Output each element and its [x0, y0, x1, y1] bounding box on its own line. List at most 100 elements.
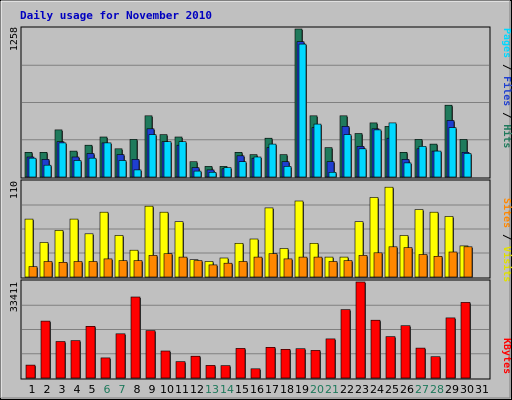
chart-title: Daily usage for November 2010	[20, 9, 212, 22]
pages-bar	[373, 129, 382, 178]
sites-bar	[358, 255, 368, 278]
sites-bar	[253, 256, 263, 278]
legend-mid: Sites / Visits	[501, 198, 512, 282]
kbytes-bar	[445, 317, 456, 379]
bars-top	[24, 28, 472, 179]
pages-bar	[163, 141, 172, 178]
sites-bar	[88, 261, 98, 278]
pages-bar	[193, 170, 202, 178]
day-label: 21	[325, 383, 339, 396]
sites-bar	[328, 261, 338, 278]
grid-bottom	[22, 304, 489, 355]
ymax-mid: 110	[9, 181, 20, 199]
sites-bar	[178, 256, 188, 278]
pages-bar	[118, 160, 127, 178]
kbytes-bar	[145, 330, 156, 379]
day-label: 11	[175, 383, 189, 396]
kbytes-bar	[250, 368, 261, 379]
sites-bar	[238, 261, 248, 278]
pages-bar	[133, 169, 142, 178]
day-label: 16	[250, 383, 264, 396]
pages-bar	[313, 123, 322, 178]
day-axis: 1 2 3 4 5 6 7 8 9 10 11 12 13 14 15 16 17 18 19 20 21 22 23 24 2…	[29, 383, 490, 396]
day-label: 13	[205, 383, 219, 396]
pages-bar	[148, 134, 157, 178]
pages-bar	[103, 142, 112, 178]
kbytes-bar	[355, 281, 366, 379]
day-label: 18	[280, 383, 294, 396]
pages-bar	[268, 143, 277, 178]
pages-bar	[358, 148, 367, 178]
day-label: 5	[89, 383, 96, 396]
kbytes-bar	[130, 296, 141, 379]
day-label: 28	[430, 383, 444, 396]
legend-sep-1: /	[501, 58, 512, 76]
kbytes-bar	[205, 365, 216, 379]
legend-files: Files	[501, 76, 512, 106]
pages-bar	[58, 142, 67, 178]
kbytes-bar	[295, 348, 306, 379]
day-label: 25	[385, 383, 399, 396]
legend-bottom: KBytes	[501, 338, 512, 374]
legend-visits: Visits	[501, 246, 512, 282]
day-label: 6	[104, 383, 111, 396]
legend-sites: Sites	[501, 198, 512, 228]
legend-kbytes: KBytes	[501, 338, 512, 374]
sites-bar	[28, 266, 38, 278]
pages-bar	[238, 161, 247, 178]
pages-bar	[88, 157, 97, 178]
pages-bar	[43, 164, 52, 178]
pages-bar	[178, 141, 187, 178]
sites-bar	[463, 246, 473, 278]
kbytes-bar	[400, 325, 411, 379]
sites-bar	[313, 256, 323, 278]
kbytes-bar	[70, 340, 81, 379]
panel-top: 1258 Pages / Files / Hits	[9, 26, 512, 179]
day-label: 26	[400, 383, 414, 396]
bars-bottom	[25, 281, 471, 379]
legend-pages: Pages	[501, 28, 512, 58]
pages-bar	[73, 160, 82, 178]
sites-bar	[403, 247, 413, 278]
pages-bar	[28, 157, 37, 178]
sites-bar	[73, 261, 83, 278]
sites-bar	[193, 260, 203, 278]
kbytes-bar	[190, 355, 201, 379]
sites-bar	[208, 264, 218, 278]
pages-bar	[328, 172, 337, 178]
ymax-bottom: 33411	[9, 282, 20, 312]
sites-bar	[268, 253, 278, 278]
sites-bar	[163, 253, 173, 278]
kbytes-bar	[325, 338, 336, 379]
day-label: 23	[355, 383, 369, 396]
day-label: 31	[475, 383, 489, 396]
kbytes-bar	[370, 319, 381, 379]
kbytes-bar	[175, 361, 186, 379]
panel-mid: 110 Sites / Visits	[9, 179, 512, 282]
kbytes-bar	[25, 364, 36, 379]
sites-bar	[373, 252, 383, 278]
kbytes-bar	[385, 336, 396, 379]
kbytes-bar	[265, 346, 276, 379]
sites-bar	[388, 246, 398, 278]
day-label: 12	[190, 383, 204, 396]
sites-bar	[283, 258, 293, 278]
bars-mid	[24, 186, 473, 278]
kbytes-bar	[115, 333, 126, 379]
day-label: 1	[29, 383, 36, 396]
kbytes-bar	[160, 350, 171, 379]
legend-sep-2: /	[501, 106, 512, 124]
sites-bar	[58, 261, 68, 278]
sites-bar	[298, 256, 308, 278]
day-label: 8	[134, 383, 141, 396]
kbytes-bar	[100, 357, 111, 379]
sites-bar	[118, 260, 128, 278]
kbytes-bar	[55, 341, 66, 379]
sites-bar	[133, 260, 143, 278]
pages-bar	[448, 127, 457, 178]
kbytes-bar	[310, 350, 321, 379]
sites-bar	[223, 262, 233, 278]
pages-bar	[418, 146, 427, 178]
pages-bar	[253, 156, 262, 178]
kbytes-bar	[280, 348, 291, 379]
